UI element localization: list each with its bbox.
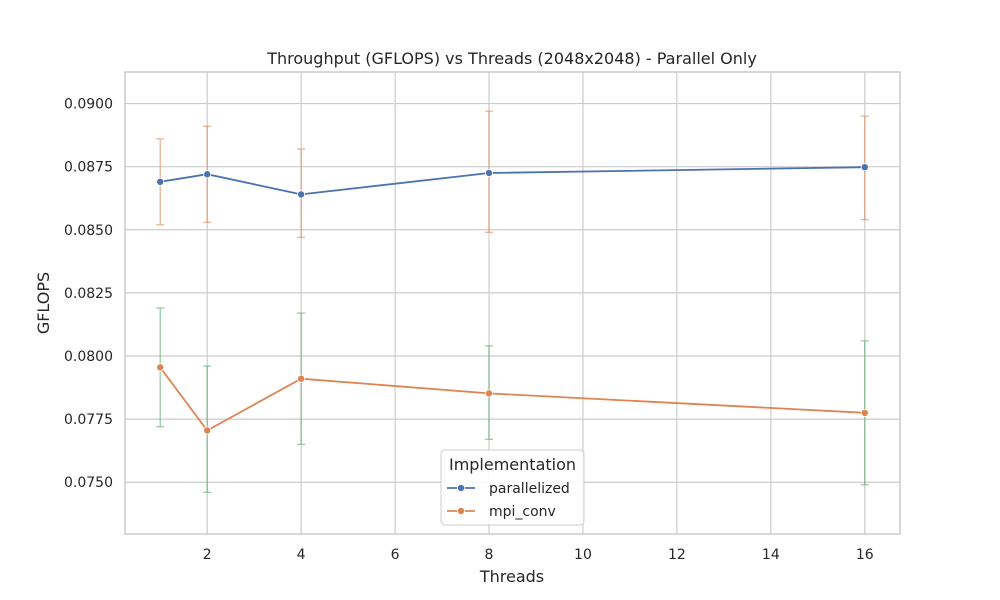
data-point-parallelized <box>203 170 212 179</box>
legend-marker-parallelized <box>456 483 465 492</box>
x-tick-label: 10 <box>574 547 592 563</box>
y-tick-label: 0.0875 <box>64 160 113 176</box>
data-point-mpi_conv <box>297 374 306 383</box>
x-axis-label: Threads <box>479 567 544 586</box>
legend-label-parallelized: parallelized <box>489 481 570 497</box>
x-tick-label: 12 <box>668 547 686 563</box>
x-tick-label: 4 <box>297 547 306 563</box>
data-point-mpi_conv <box>860 408 869 417</box>
plot-border <box>124 71 901 535</box>
x-tick-label: 6 <box>391 547 400 563</box>
data-point-mpi_conv <box>156 363 165 372</box>
y-tick-label: 0.0775 <box>64 412 113 428</box>
y-tick-label: 0.0900 <box>64 97 113 113</box>
axis-ticks: 2 4 6 8 10 12 14 16 0.0750 0.0775 0.0800 0.0825 0.08… <box>64 97 874 563</box>
y-tick-label: 0.0825 <box>64 286 113 302</box>
x-tick-label: 14 <box>762 547 780 563</box>
plot-frame <box>124 71 901 535</box>
chart-title: Throughput (GFLOPS) vs Threads (2048x204… <box>266 49 757 68</box>
series-points <box>156 163 869 435</box>
x-tick-label: 2 <box>203 547 212 563</box>
data-point-parallelized <box>156 177 165 186</box>
legend-title: Implementation <box>449 455 576 474</box>
data-point-mpi_conv <box>485 389 494 398</box>
y-tick-label: 0.0750 <box>64 475 113 491</box>
data-point-parallelized <box>485 168 494 177</box>
legend-label-mpi_conv: mpi_conv <box>489 504 556 520</box>
y-tick-label: 0.0800 <box>64 349 113 365</box>
data-point-parallelized <box>297 190 306 199</box>
legend-box <box>440 449 585 526</box>
legend-marker-mpi_conv <box>456 506 465 515</box>
legend: Implementation parallelized mpi_conv <box>440 449 585 526</box>
y-axis-label: GFLOPS <box>34 272 53 334</box>
y-tick-label: 0.0850 <box>64 223 113 239</box>
data-point-parallelized <box>860 163 869 172</box>
x-tick-label: 8 <box>485 547 494 563</box>
data-point-mpi_conv <box>203 426 212 435</box>
x-tick-label: 16 <box>856 547 874 563</box>
